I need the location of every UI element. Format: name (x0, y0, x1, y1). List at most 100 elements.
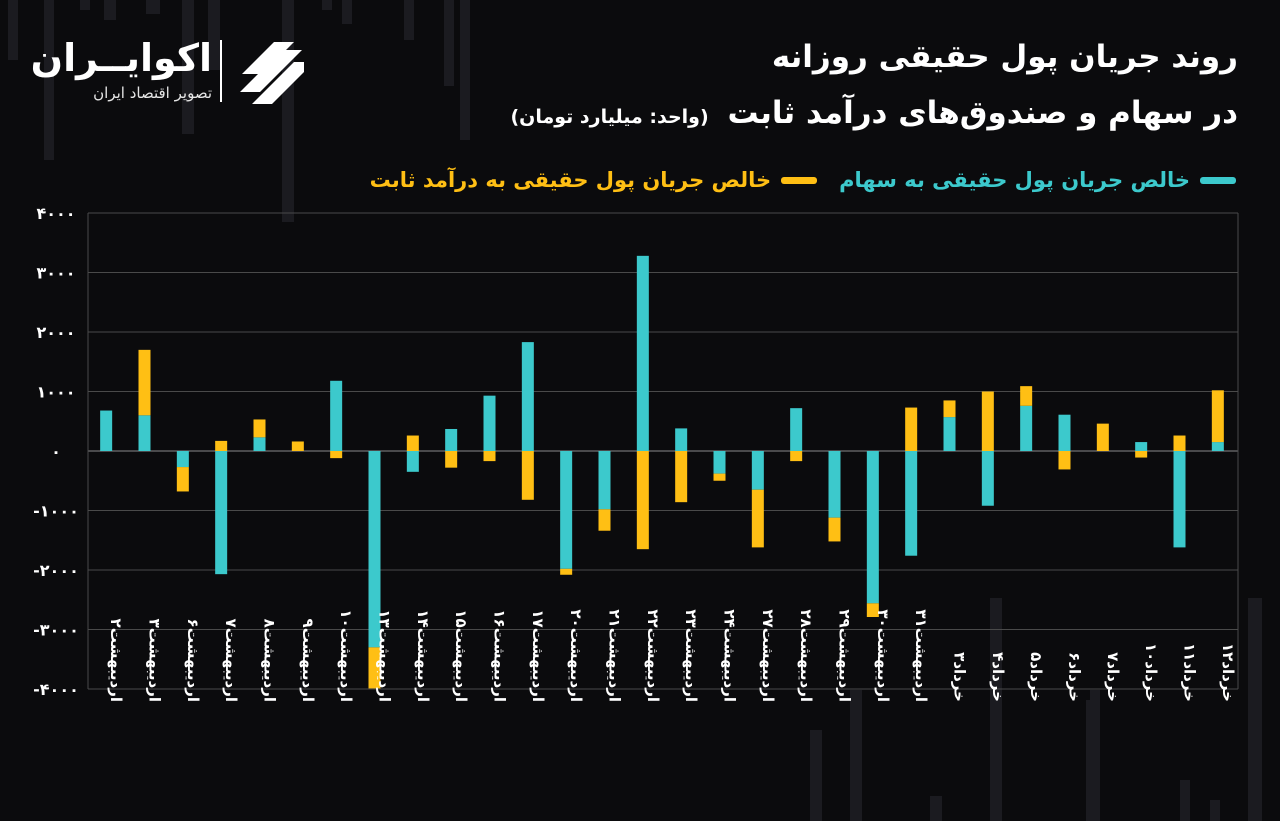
bar-fixed-income (291, 441, 304, 451)
background-bar (404, 0, 414, 40)
background-bar (810, 730, 822, 821)
x-tick-label: اردیبهشت۲۷ (759, 609, 777, 702)
x-tick-label: اردیبهشت۶ (184, 619, 202, 702)
x-tick-label: اردیبهشت۸ (261, 619, 279, 702)
background-bar (80, 0, 90, 10)
background-bar (850, 690, 862, 821)
bar-fixed-income (905, 407, 918, 451)
background-bar (182, 0, 194, 134)
bar-fixed-income (675, 451, 688, 503)
background-bar (1248, 598, 1262, 821)
bar-fixed-income (1135, 451, 1148, 458)
bar-fixed-income (1211, 390, 1224, 443)
bar-fixed-income (368, 647, 381, 689)
bar-fixed-income (138, 349, 151, 416)
bar-stocks (828, 451, 841, 518)
bar-fixed-income (253, 419, 266, 438)
legend-label-fixed-income: خالص جریان پول حقیقی به درآمد ثابت (369, 168, 772, 192)
bar-fixed-income (1096, 423, 1109, 451)
x-tick-label: خرداد۴ (989, 652, 1007, 702)
bar-stocks (598, 451, 611, 510)
bar-stocks (636, 255, 649, 451)
bar-stocks (445, 428, 458, 451)
x-tick-label: خرداد۳ (951, 652, 969, 702)
background-bar (444, 0, 454, 86)
brand-tagline: تصویر اقتصاد ایران (93, 84, 212, 102)
bar-fixed-income (330, 451, 343, 459)
bar-stocks (981, 451, 994, 506)
bar-fixed-income (598, 509, 611, 531)
bar-stocks (905, 451, 918, 556)
background-bar (1090, 690, 1100, 821)
x-tick-label: اردیبهشت۳۱ (912, 609, 930, 702)
bar-fixed-income (828, 517, 841, 542)
bar-stocks (330, 380, 343, 451)
bar-stocks (560, 451, 573, 569)
legend-label-stocks: خالص جریان پول حقیقی به سهام (839, 168, 1190, 192)
background-bar (990, 598, 1002, 821)
x-tick-label: اردیبهشت۲۹ (836, 609, 854, 702)
bar-stocks (253, 437, 266, 451)
legend-item-fixed-income: خالص جریان پول حقیقی به درآمد ثابت (369, 168, 818, 192)
bar-fixed-income (521, 451, 534, 500)
unit-note: (واحد: میلیارد تومان) (510, 106, 709, 128)
bar-fixed-income (176, 467, 189, 492)
x-tick-label: اردیبهشت۱۵ (452, 609, 470, 702)
x-tick-label: اردیبهشت۲۴ (721, 609, 739, 702)
background-bar (342, 0, 352, 24)
bar-fixed-income (406, 435, 419, 451)
bar-fixed-income (445, 451, 458, 468)
x-tick-label: اردیبهشت۳۰ (874, 609, 892, 702)
x-tick-label: اردیبهشت۲ (107, 619, 125, 702)
y-tick-label: ۴۰۰۰ (36, 204, 75, 223)
background-bar (460, 0, 470, 140)
background-bar (146, 0, 160, 14)
bar-stocks (100, 410, 113, 451)
x-tick-label: اردیبهشت۷ (222, 619, 240, 702)
x-tick-label: اردیبهشت۱۰ (337, 609, 355, 702)
bar-fixed-income (1020, 386, 1033, 406)
bar-fixed-income (790, 451, 803, 462)
x-tick-label: اردیبهشت۲۰ (567, 609, 585, 702)
bar-stocks (1173, 451, 1186, 548)
x-tick-label: خرداد۶ (1066, 652, 1084, 702)
bar-fixed-income (751, 489, 764, 548)
bar-stocks (215, 451, 228, 575)
title-line-1: روند جریان پول حقیقی روزانه (771, 39, 1238, 75)
bar-fixed-income (1173, 435, 1186, 451)
background-bar (8, 0, 18, 60)
bar-stocks (1058, 414, 1071, 451)
title-line-2-text: در سهام و صندوق‌های درآمد ثابت (727, 95, 1238, 131)
y-tick-label: ۳۰۰۰ (36, 264, 75, 283)
bar-stocks (943, 417, 956, 451)
y-tick-label: -۱۰۰۰ (33, 502, 79, 521)
bar-fixed-income (713, 473, 726, 481)
background-bar (322, 0, 332, 10)
title-line-2: در سهام و صندوق‌های درآمد ثابت (واحد: می… (478, 90, 1238, 140)
bar-stocks (675, 428, 688, 451)
x-tick-label: اردیبهشت۲۳ (682, 609, 700, 702)
x-tick-label: خرداد۷ (1104, 652, 1122, 702)
bar-stocks (138, 415, 151, 451)
background-bar (1180, 780, 1190, 821)
bar-stocks (368, 451, 381, 648)
bar-stocks (176, 451, 189, 468)
legend-swatch-fixed-income (781, 176, 818, 184)
x-tick-label: خرداد۱۰ (1142, 643, 1160, 702)
chart-title: روند جریان پول حقیقی روزانه در سهام و صن… (478, 34, 1238, 140)
background-bar (104, 0, 116, 20)
bar-fixed-income (483, 451, 496, 462)
y-tick-label: ۰ (51, 442, 61, 461)
bar-fixed-income (943, 400, 956, 418)
bar-stocks (521, 342, 534, 451)
bar-stocks (406, 451, 419, 472)
x-tick-label: اردیبهشت۹ (299, 619, 317, 702)
x-tick-label: اردیبهشت۱۶ (491, 609, 509, 702)
y-tick-label: -۲۰۰۰ (33, 561, 79, 580)
bar-stocks (790, 408, 803, 451)
bar-stocks (866, 451, 879, 604)
bar-stocks (1135, 442, 1148, 451)
ecoiran-logo-mark-icon (240, 42, 304, 104)
legend-swatch-stocks (1200, 176, 1236, 184)
x-tick-label: اردیبهشت۱۷ (529, 609, 547, 702)
